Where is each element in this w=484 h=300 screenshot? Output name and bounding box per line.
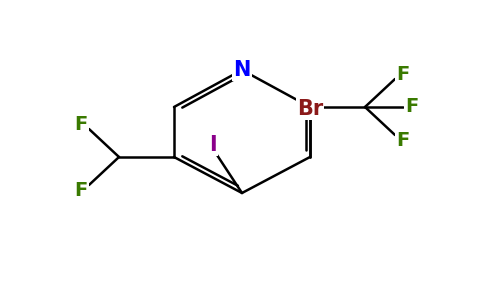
Text: F: F [406,98,419,116]
Text: F: F [75,115,88,134]
Text: Br: Br [297,99,323,119]
Text: F: F [396,64,409,83]
Text: I: I [209,135,217,155]
Text: N: N [233,60,251,80]
Text: F: F [75,181,88,200]
Text: F: F [396,130,409,149]
